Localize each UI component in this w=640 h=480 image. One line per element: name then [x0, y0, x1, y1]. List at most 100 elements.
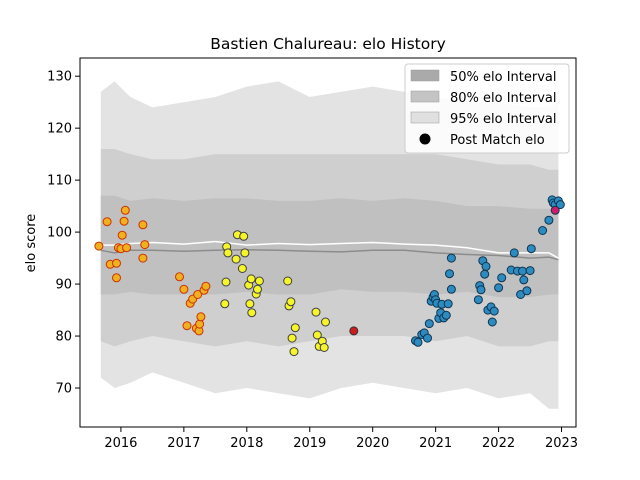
post-match-points	[94, 195, 565, 357]
legend-swatch	[410, 69, 440, 82]
x-tick-label: 2018	[230, 436, 263, 451]
x-tick-label: 2023	[545, 436, 578, 451]
x-tick-label: 2016	[104, 436, 137, 451]
data-point	[231, 254, 241, 264]
band-50-interval	[100, 195, 559, 298]
data-point	[519, 275, 529, 285]
median-elo-line	[100, 249, 559, 261]
data-point	[312, 330, 322, 340]
data-point	[311, 307, 321, 317]
data-point	[175, 272, 184, 282]
data-point	[319, 343, 329, 352]
data-point	[196, 312, 206, 322]
data-point	[140, 240, 150, 250]
data-point	[446, 253, 456, 263]
data-point	[544, 215, 554, 225]
data-point	[201, 281, 211, 291]
data-point	[117, 230, 127, 240]
x-tick-label: 2021	[419, 436, 452, 451]
x-tick-label: 2017	[167, 436, 200, 451]
data-point	[120, 205, 130, 215]
x-tick-label: 2019	[293, 436, 326, 451]
legend-label: 50% elo Interval	[450, 70, 557, 85]
data-point	[253, 284, 262, 294]
data-point	[237, 264, 247, 273]
y-axis: 70 80 90 100 110 120 130	[47, 70, 80, 397]
data-point	[489, 306, 499, 316]
data-point	[550, 205, 560, 215]
data-point	[102, 217, 112, 227]
data-point	[286, 297, 296, 307]
legend-box	[404, 63, 570, 154]
data-point	[94, 241, 104, 251]
data-point	[473, 295, 483, 305]
data-point	[254, 276, 264, 286]
data-point	[182, 321, 192, 331]
data-point	[223, 248, 233, 258]
y-tick-label: 80	[55, 330, 72, 345]
data-point	[526, 244, 536, 254]
data-point	[246, 274, 256, 284]
legend-swatch	[410, 90, 440, 103]
legend-label: Post Match elo	[450, 133, 545, 148]
data-point	[179, 284, 189, 294]
chart-title: Bastien Chalureau: elo History	[210, 35, 446, 53]
y-tick-label: 70	[55, 382, 72, 397]
data-point	[290, 323, 300, 333]
data-point	[247, 308, 257, 318]
legend: 50% elo Interval 80% elo Interval 95% elo …	[404, 63, 570, 154]
legend-swatch	[410, 111, 440, 124]
data-point	[112, 258, 121, 268]
data-point	[112, 273, 121, 283]
data-point	[522, 286, 532, 296]
y-tick-label: 130	[47, 70, 72, 85]
y-tick-label: 90	[55, 278, 72, 293]
plot-frame	[79, 57, 577, 428]
data-point	[122, 243, 132, 253]
data-point	[481, 261, 491, 271]
data-point	[509, 248, 519, 258]
legend-marker	[419, 133, 431, 145]
data-point	[221, 277, 231, 287]
data-point	[321, 317, 330, 327]
y-tick-label: 100	[47, 226, 72, 241]
data-point	[525, 266, 535, 276]
data-point	[287, 333, 297, 343]
data-point	[195, 319, 205, 329]
data-point	[555, 200, 565, 210]
legend-label: 80% elo Interval	[450, 91, 557, 106]
data-point	[497, 273, 507, 283]
data-point	[240, 248, 250, 258]
data-point	[349, 326, 359, 336]
plot-area	[94, 81, 565, 409]
data-point	[480, 269, 490, 279]
data-point	[538, 226, 548, 235]
x-tick-label: 2020	[356, 436, 389, 451]
data-point	[443, 299, 453, 309]
y-axis-label: elo score	[24, 214, 39, 273]
data-point	[445, 269, 454, 279]
data-point	[245, 299, 255, 309]
data-point	[446, 284, 456, 294]
data-point	[239, 231, 249, 241]
data-point	[220, 299, 230, 309]
data-point	[119, 216, 129, 226]
data-point	[289, 347, 299, 357]
data-point	[487, 317, 497, 327]
y-tick-label: 120	[47, 122, 72, 137]
data-point	[423, 333, 432, 343]
data-point	[424, 319, 434, 329]
data-point	[193, 290, 203, 299]
data-point	[476, 285, 486, 295]
data-point	[441, 310, 451, 320]
x-tick-label: 2022	[482, 436, 515, 451]
legend-label: 95% elo Interval	[450, 112, 557, 127]
data-point	[494, 283, 504, 293]
x-axis: 2016 2017 2018 2019 2020 2021 2022 2023	[104, 427, 578, 451]
y-tick-label: 110	[47, 174, 72, 189]
data-point	[518, 266, 527, 276]
data-point	[138, 220, 148, 230]
data-point	[283, 276, 293, 286]
data-point	[413, 337, 423, 347]
